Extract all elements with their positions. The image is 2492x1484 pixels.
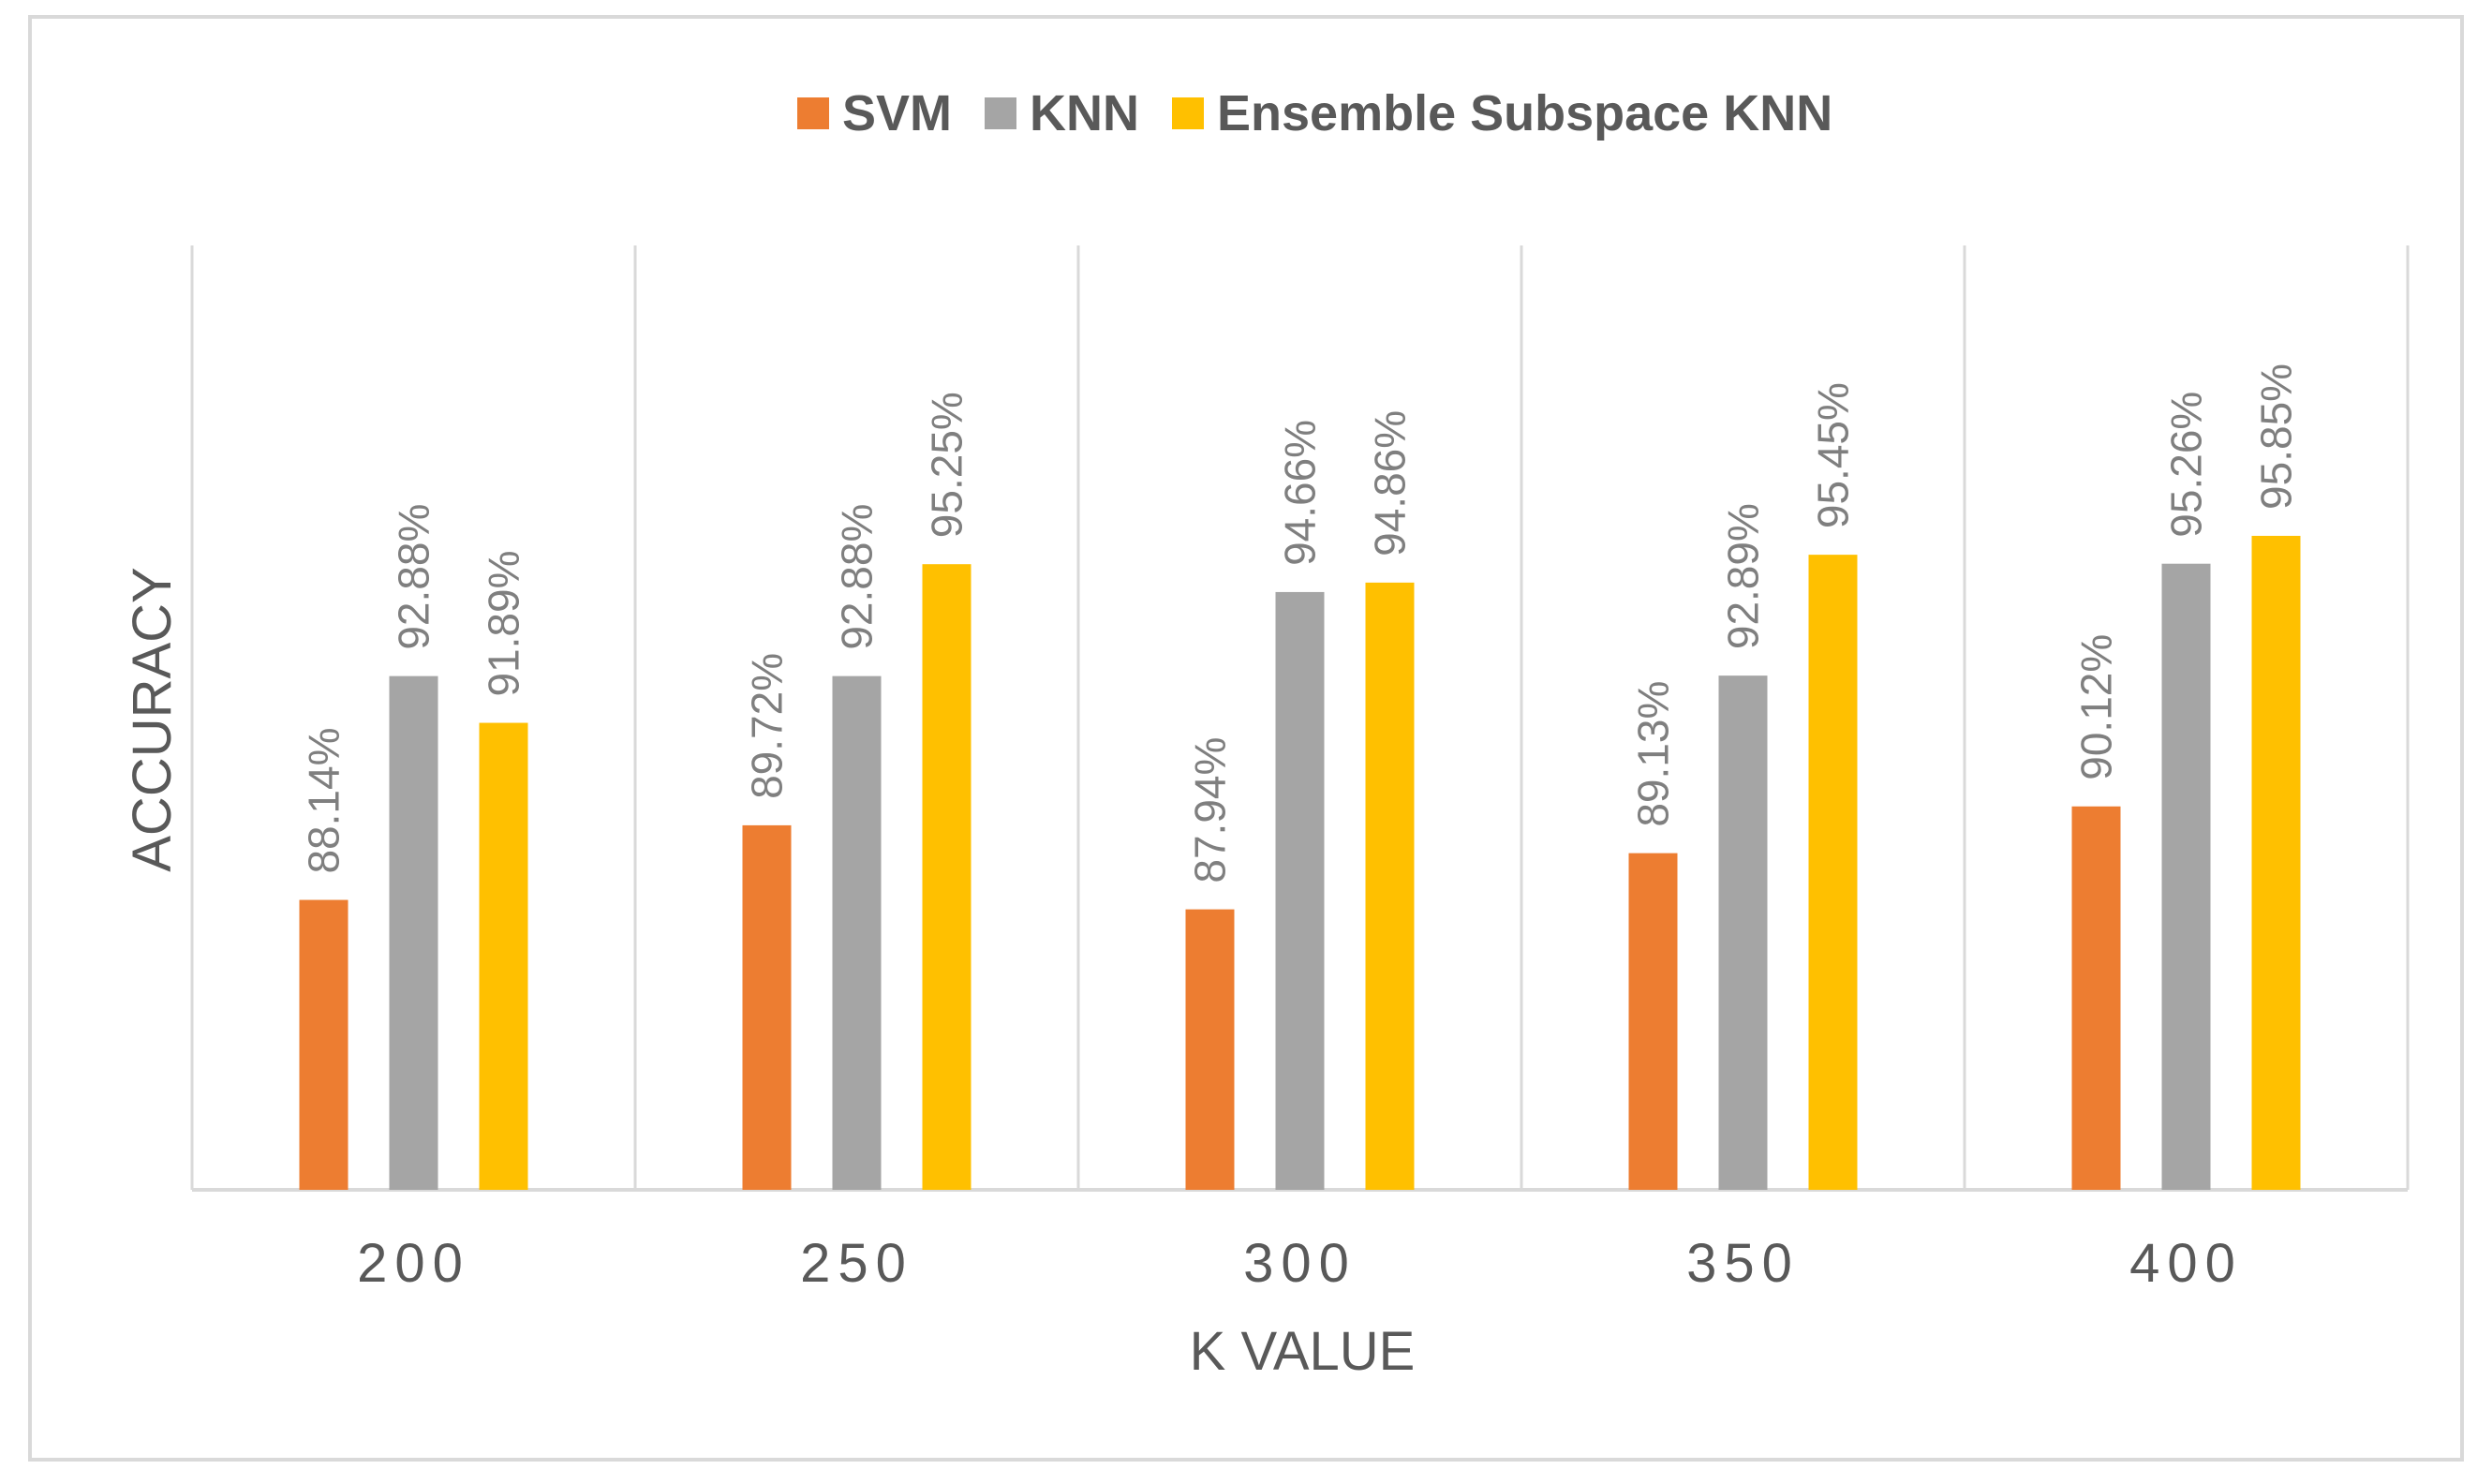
data-labels: 88.14% 89.72% 87.94% 89.13% 90.12% 92.88% 92.8… bbox=[300, 364, 2301, 883]
bar-svm-350 bbox=[1628, 853, 1678, 1190]
x-tick-label: 200 bbox=[357, 1233, 470, 1294]
bar-svm-200 bbox=[299, 899, 349, 1190]
bar-svm-250 bbox=[742, 824, 792, 1190]
bar-knn-250 bbox=[832, 675, 882, 1190]
data-label: 91.89% bbox=[480, 551, 528, 697]
data-label: 92.88% bbox=[390, 504, 438, 650]
data-label: 95.45% bbox=[1809, 382, 1858, 528]
bar-knn-200 bbox=[389, 675, 438, 1190]
data-label: 92.89% bbox=[1719, 503, 1768, 649]
data-label: 89.13% bbox=[1629, 681, 1678, 827]
data-label: 94.86% bbox=[1366, 410, 1415, 556]
bar-knn-350 bbox=[1718, 675, 1768, 1190]
x-tick-label: 300 bbox=[1243, 1233, 1357, 1294]
legend-label: KNN bbox=[1030, 85, 1139, 141]
x-tick-label: 350 bbox=[1686, 1233, 1800, 1294]
bar-ensemble-subspace-knn-300 bbox=[1365, 582, 1415, 1190]
legend-label: SVM bbox=[842, 85, 952, 141]
legend-swatch-svm bbox=[797, 97, 829, 129]
data-label: 88.14% bbox=[300, 728, 349, 874]
data-label: 90.12% bbox=[2072, 634, 2121, 780]
legend: SVM KNN Ensemble Subspace KNN bbox=[797, 85, 1832, 141]
data-label: 95.85% bbox=[2252, 364, 2301, 510]
x-tick-label: 400 bbox=[2129, 1233, 2243, 1294]
data-label: 89.72% bbox=[743, 653, 792, 799]
bars bbox=[299, 535, 2301, 1190]
bar-knn-300 bbox=[1275, 591, 1325, 1190]
bar-ensemble-subspace-knn-250 bbox=[922, 564, 972, 1190]
data-label: 87.94% bbox=[1186, 737, 1235, 883]
y-axis-title: ACCURACY bbox=[122, 567, 183, 872]
x-axis-title: K VALUE bbox=[1190, 1321, 1416, 1382]
x-tick-label: 250 bbox=[800, 1233, 913, 1294]
data-label: 92.88% bbox=[833, 504, 882, 650]
data-label: 95.25% bbox=[923, 392, 972, 538]
bar-svm-300 bbox=[1185, 909, 1235, 1190]
bar-svm-400 bbox=[2071, 806, 2121, 1190]
bar-ensemble-subspace-knn-350 bbox=[1808, 555, 1858, 1190]
data-label: 94.66% bbox=[1276, 420, 1325, 566]
x-tick-labels: 200 250 300 350 400 bbox=[357, 1233, 2243, 1294]
bar-knn-400 bbox=[2161, 563, 2211, 1190]
legend-swatch-ensemble-subspace-knn bbox=[1172, 97, 1204, 129]
legend-swatch-knn bbox=[985, 97, 1016, 129]
bar-ensemble-subspace-knn-200 bbox=[479, 722, 528, 1190]
data-label: 95.26% bbox=[2162, 392, 2211, 538]
bar-ensemble-subspace-knn-400 bbox=[2251, 535, 2301, 1190]
legend-label: Ensemble Subspace KNN bbox=[1217, 85, 1832, 141]
